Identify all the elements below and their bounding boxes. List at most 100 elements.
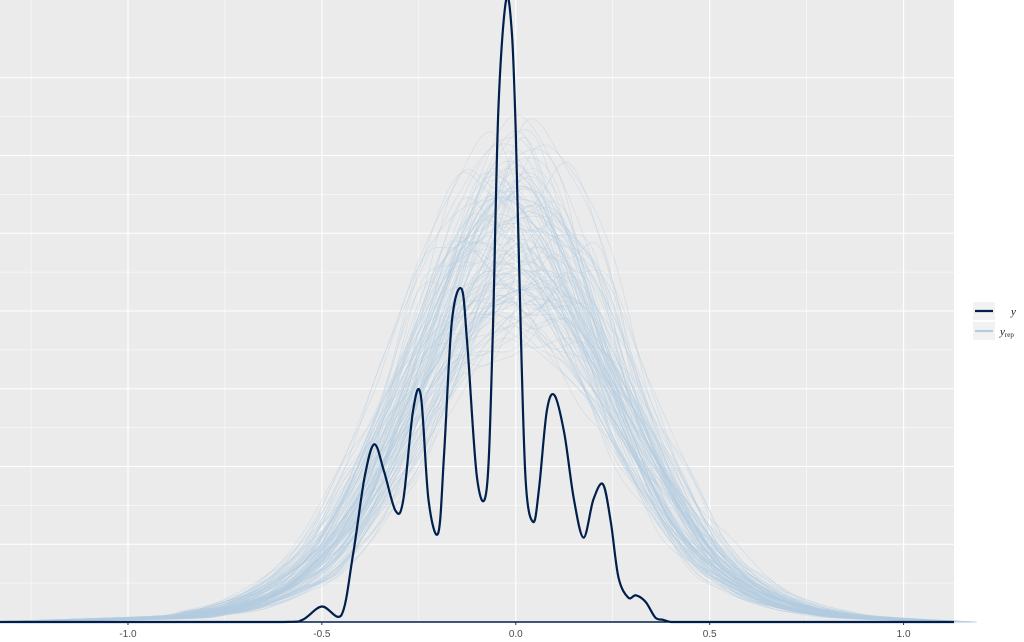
yrep-line [18, 284, 973, 623]
yrep-line [15, 298, 970, 623]
x-tick-label: 0.5 [703, 629, 717, 640]
x-tick-label: -0.5 [313, 629, 331, 640]
yrep-line [0, 249, 936, 623]
yrep-line [0, 288, 939, 623]
yrep-line [7, 165, 962, 623]
yrep-line [0, 114, 953, 623]
yrep-line [16, 305, 971, 623]
yrep-line [0, 298, 954, 623]
yrep-line [0, 261, 953, 623]
yrep-line [0, 172, 953, 623]
yrep-line [0, 200, 937, 623]
yrep-line [19, 144, 975, 623]
yrep-line [0, 267, 953, 623]
yrep-line [0, 232, 941, 623]
yrep-line [0, 176, 936, 623]
yrep-line [0, 169, 936, 623]
yrep-line [2, 244, 957, 623]
yrep-line [0, 273, 942, 623]
legend-label-yrep: yrep [999, 326, 1014, 339]
yrep-line [0, 172, 954, 623]
yrep-line [21, 168, 976, 623]
yrep-line [4, 238, 959, 623]
yrep-density-lines [0, 114, 978, 623]
x-tick-label: 0.0 [509, 629, 523, 640]
yrep-line [11, 247, 966, 623]
yrep-line [22, 277, 978, 623]
yrep-line [0, 241, 937, 623]
yrep-line [14, 269, 969, 623]
yrep-line [6, 212, 961, 623]
yrep-line [14, 195, 969, 623]
yrep-line [6, 137, 961, 623]
major-gridlines [0, 0, 954, 622]
legend-label-y: y [1010, 306, 1016, 318]
yrep-line [0, 172, 936, 623]
yrep-line [0, 213, 947, 623]
yrep-line [20, 271, 975, 623]
yrep-line [22, 296, 977, 623]
yrep-line [15, 187, 970, 623]
yrep-line [15, 270, 970, 623]
yrep-line [6, 180, 961, 623]
legend-label-yrep-main: y [999, 326, 1005, 338]
yrep-line [0, 227, 944, 623]
yrep-line [14, 287, 969, 623]
yrep-line [0, 198, 938, 623]
yrep-line [1, 269, 957, 623]
yrep-line [9, 214, 964, 623]
yrep-line [8, 270, 963, 623]
yrep-line [4, 207, 959, 623]
yrep-line [0, 195, 935, 623]
yrep-line [16, 129, 971, 623]
yrep-line [0, 289, 934, 623]
yrep-line [11, 200, 966, 623]
yrep-line [0, 160, 943, 623]
yrep-line [0, 287, 936, 623]
yrep-line [0, 283, 949, 623]
yrep-line [14, 161, 969, 623]
yrep-line [8, 317, 963, 623]
x-axis: -1.0 -0.5 0.0 0.5 1.0 [0, 621, 954, 640]
yrep-line [0, 300, 941, 623]
yrep-line [0, 262, 939, 623]
yrep-line [0, 316, 953, 623]
yrep-line [0, 316, 950, 623]
y-density-line [0, 0, 954, 624]
yrep-line [7, 178, 962, 623]
yrep-line [19, 337, 974, 623]
yrep-line [0, 223, 941, 623]
yrep-line [0, 202, 941, 623]
legend: y yrep [973, 302, 1016, 340]
yrep-line [9, 289, 964, 623]
yrep-line [10, 118, 965, 623]
yrep-line [0, 237, 933, 623]
yrep-line [2, 253, 957, 623]
yrep-line [3, 216, 958, 623]
yrep-line [10, 179, 966, 623]
yrep-line [0, 226, 944, 623]
yrep-line [17, 272, 973, 623]
yrep-line [16, 280, 971, 623]
yrep-line [11, 283, 966, 623]
yrep-line [22, 280, 977, 623]
yrep-line [1, 318, 956, 623]
yrep-line [1, 216, 956, 623]
legend-label-yrep-sub: rep [1005, 331, 1014, 339]
yrep-line [0, 298, 944, 623]
yrep-line [4, 172, 959, 623]
yrep-line [0, 224, 956, 623]
yrep-line [0, 270, 941, 623]
yrep-line [0, 240, 952, 623]
yrep-line [18, 253, 973, 623]
yrep-line [7, 130, 963, 623]
yrep-line [10, 275, 965, 623]
yrep-line [0, 229, 941, 623]
yrep-line [0, 190, 937, 623]
yrep-line [0, 282, 954, 623]
yrep-line [0, 131, 931, 623]
yrep-line [0, 247, 937, 623]
yrep-line [0, 151, 950, 623]
yrep-line [0, 294, 952, 623]
